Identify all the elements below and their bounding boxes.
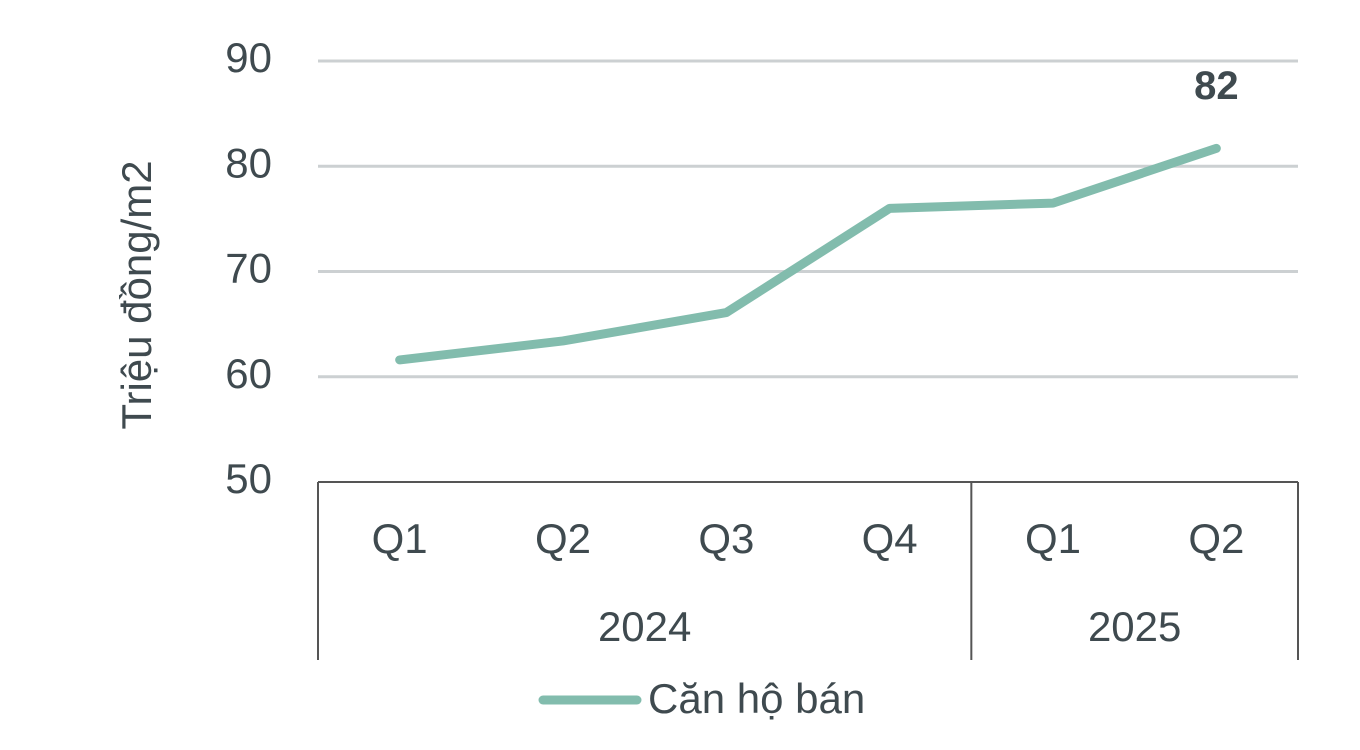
x-tick-label: Q2 [535, 515, 591, 562]
data-label: 82 [1194, 64, 1239, 108]
y-axis-label: Triệu đồng/m2 [113, 160, 160, 429]
x-tick-label: Q2 [1188, 515, 1244, 562]
x-group-label: 2025 [1088, 603, 1181, 650]
y-tick-label: 50 [225, 455, 272, 502]
y-tick-label: 80 [225, 139, 272, 186]
x-tick-label: Q1 [372, 515, 428, 562]
y-tick-label: 70 [225, 245, 272, 292]
x-group-label: 2024 [598, 603, 691, 650]
x-tick-label: Q3 [698, 515, 754, 562]
data-line [395, 143, 1221, 365]
x-tick-label: Q4 [862, 515, 918, 562]
legend-label: Căn hộ bán [648, 675, 865, 722]
y-tick-label: 60 [225, 350, 272, 397]
x-tick-label: Q1 [1025, 515, 1081, 562]
y-tick-label: 90 [225, 34, 272, 81]
